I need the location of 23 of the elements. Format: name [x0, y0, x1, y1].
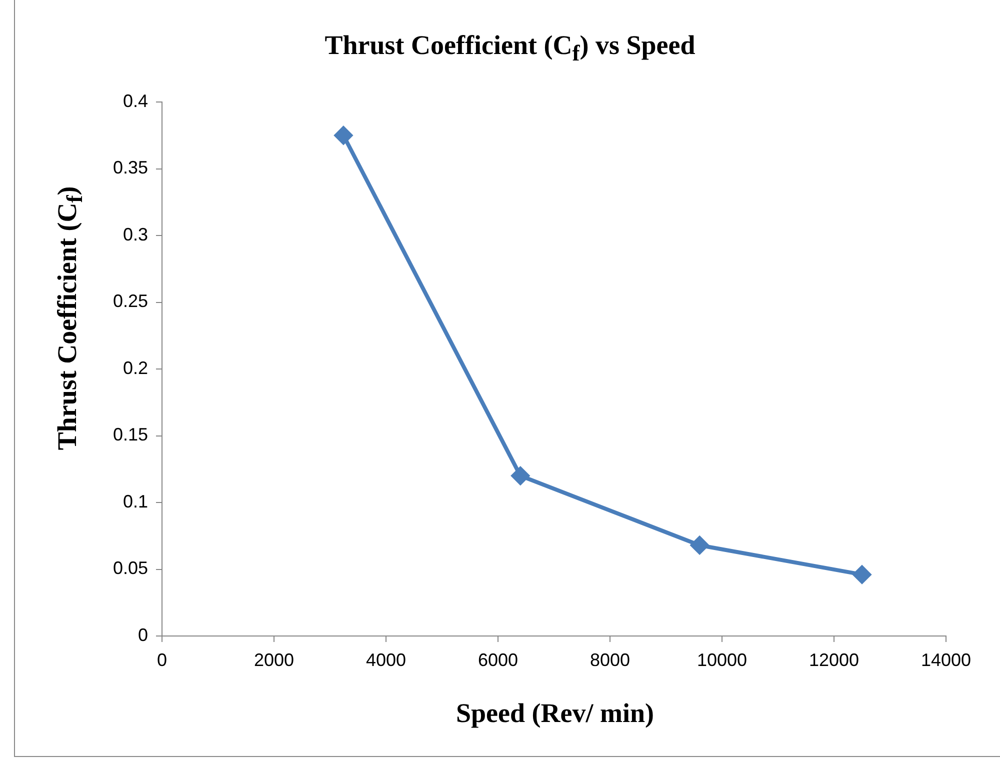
point — [511, 466, 530, 485]
point — [334, 126, 352, 144]
x-tick-label: 14000 — [920, 650, 972, 670]
x-tick-label: 0 — [156, 650, 168, 670]
y-tick-label: 0.2 — [122, 358, 148, 378]
x-axis-title: Speed (Rev/ min) — [455, 698, 655, 729]
point — [853, 566, 871, 584]
y-tick-label: 0.35 — [112, 158, 148, 178]
chart-title: Thrust Coefficient (C$_{f}$) vs Speed — [324, 30, 696, 66]
x-tick-label: 6000 — [478, 650, 518, 670]
y-tick-label: 0.1 — [122, 491, 148, 512]
y-tick-label: 0.05 — [112, 558, 148, 578]
x-tick-label: 8000 — [590, 650, 630, 670]
point — [690, 536, 709, 554]
x-tick-label: 12000 — [808, 650, 860, 670]
y-tick-label: 0.15 — [112, 424, 148, 445]
x-tick-label: 4000 — [366, 650, 406, 670]
y-tick-label: 0 — [138, 624, 148, 645]
y-tick-label: 0.4 — [122, 90, 148, 111]
y-tick-label: 0.3 — [122, 224, 148, 244]
y-tick-label: 0.25 — [112, 291, 148, 312]
x-tick-label: 10000 — [696, 650, 748, 670]
x-tick-label: 2000 — [254, 650, 294, 670]
